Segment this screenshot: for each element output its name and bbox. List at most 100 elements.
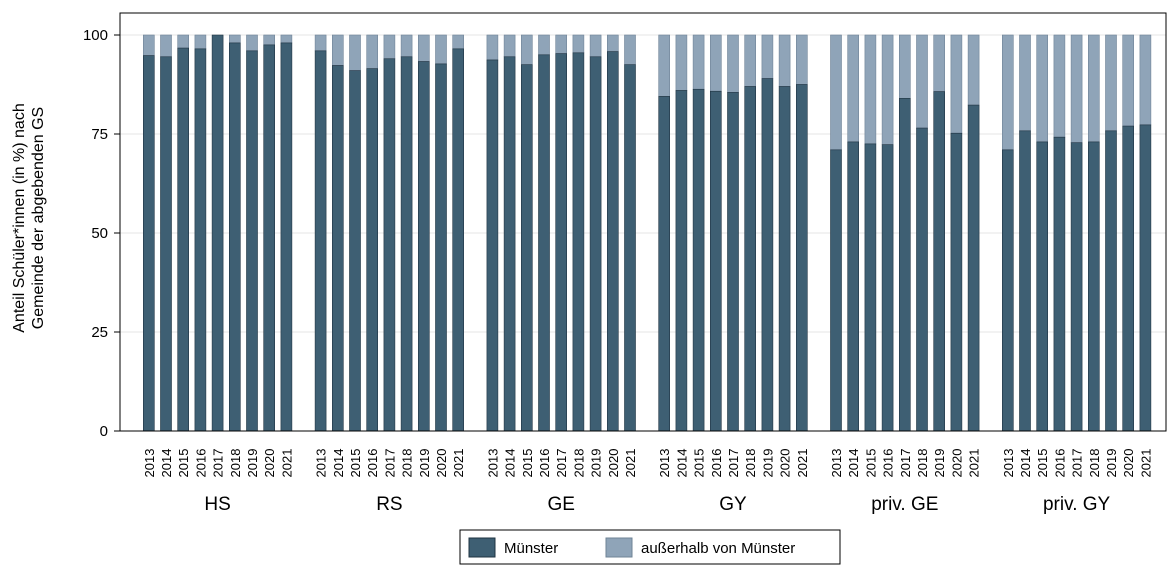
bar-muenster-rs-2021 [452,48,465,432]
bar-ausserhalb-gy-2019 [761,34,774,79]
bar-ausserhalb-gy-2018 [744,34,757,87]
legend-swatch-ausserhalb [605,537,633,558]
x-tick-label: 2019 [1104,449,1119,478]
bar-muenster-priv--ge-2018 [916,127,928,432]
x-tick-label: 2017 [1070,449,1085,478]
bar-ausserhalb-ge-2017 [555,34,568,54]
bar-muenster-priv--gy-2021 [1139,124,1152,432]
bar-muenster-rs-2015 [349,70,361,432]
bar-muenster-priv--ge-2019 [933,91,946,432]
bar-ausserhalb-hs-2020 [263,34,276,46]
x-tick-label: 2018 [400,449,415,478]
bar-ausserhalb-ge-2016 [538,34,550,56]
x-tick-label: 2016 [193,449,208,478]
bar-ausserhalb-hs-2018 [229,34,241,44]
bar-muenster-ge-2019 [589,56,602,432]
x-tick-label: 2015 [348,449,363,478]
x-tick-label: 2014 [159,449,174,478]
x-tick-label: 2019 [932,449,947,478]
x-tick-label: 2019 [760,449,775,478]
bar-muenster-rs-2020 [435,63,447,432]
bar-ausserhalb-ge-2018 [572,34,585,54]
bar-ausserhalb-gy-2016 [709,34,722,92]
x-tick-label: 2013 [657,449,672,478]
legend-label-ausserhalb: außerhalb von Münster [641,540,795,557]
bar-ausserhalb-rs-2015 [349,34,361,71]
x-tick-label: 2020 [949,449,964,478]
x-tick-label: 2014 [503,449,518,478]
group-label: GE [547,494,574,515]
bar-muenster-hs-2020 [263,44,276,432]
bar-ausserhalb-priv--ge-2020 [950,34,963,134]
bar-ausserhalb-priv--gy-2014 [1019,34,1031,132]
bar-ausserhalb-priv--gy-2016 [1053,34,1066,138]
axes: 2013 2014 2015 2016 2017 2018 2019 2020 2021HS20… [83,12,1167,515]
bar-muenster-ge-2016 [538,54,550,432]
bar-ausserhalb-rs-2020 [435,34,447,65]
bar-muenster-rs-2016 [366,68,379,432]
bar-ausserhalb-priv--ge-2017 [898,34,911,99]
bar-muenster-ge-2020 [606,51,619,432]
bar-ausserhalb-priv--ge-2018 [916,34,928,129]
bar-muenster-gy-2014 [675,90,688,432]
x-tick-label: 2018 [1087,449,1102,478]
x-tick-label: 2021 [1138,449,1153,478]
bar-ausserhalb-priv--ge-2013 [830,34,842,151]
bar-ausserhalb-priv--gy-2020 [1122,34,1134,127]
bar-ausserhalb-hs-2019 [246,34,258,52]
x-tick-label: 2015 [1035,449,1050,478]
x-tick-label: 2018 [228,449,243,478]
bar-muenster-priv--gy-2015 [1036,141,1048,432]
y-tick-label: 25 [91,324,108,341]
x-tick-label: 2016 [365,449,380,478]
x-tick-label: 2021 [623,449,638,478]
x-tick-label: 2018 [915,449,930,478]
bar-ausserhalb-ge-2013 [486,34,499,61]
legend-swatch-muenster [468,537,496,558]
bar-ausserhalb-gy-2015 [692,34,705,90]
gridlines [120,34,1166,333]
x-tick-label: 2015 [692,449,707,478]
x-tick-label: 2015 [863,449,878,478]
x-tick-label: 2020 [778,449,793,478]
bar-ausserhalb-rs-2021 [452,34,465,50]
x-tick-label: 2018 [571,449,586,478]
bar-ausserhalb-priv--gy-2017 [1070,34,1083,144]
bar-muenster-rs-2013 [314,50,327,432]
bar-muenster-priv--ge-2021 [967,104,980,432]
x-tick-label: 2018 [743,449,758,478]
bar-ausserhalb-priv--ge-2015 [864,34,877,145]
x-tick-label: 2017 [211,449,226,478]
bar-muenster-hs-2013 [143,55,155,432]
bar-ausserhalb-priv--gy-2021 [1139,34,1152,126]
plot-frame [119,12,1167,432]
bar-ausserhalb-rs-2019 [417,34,430,62]
bar-muenster-gy-2017 [727,92,739,432]
x-tick-label: 2017 [898,449,913,478]
bar-ausserhalb-gy-2014 [675,34,688,91]
bar-muenster-hs-2021 [280,42,293,432]
bar-ausserhalb-ge-2015 [520,34,533,66]
bars [143,34,1152,432]
x-tick-label: 2014 [331,449,346,478]
bar-muenster-ge-2017 [555,53,568,432]
bar-muenster-gy-2016 [709,90,722,432]
x-tick-label: 2016 [881,449,896,478]
x-tick-label: 2013 [1001,449,1016,478]
bar-muenster-priv--ge-2017 [898,98,911,432]
bar-muenster-priv--gy-2016 [1053,136,1066,432]
bar-muenster-hs-2017 [211,34,224,432]
group-label: RS [376,494,402,515]
bar-ausserhalb-hs-2015 [177,34,189,49]
x-tick-label: 2017 [726,449,741,478]
y-tick-label: 50 [91,225,108,242]
bar-ausserhalb-hs-2016 [194,34,207,50]
x-tick-label: 2021 [279,449,294,478]
bar-ausserhalb-rs-2014 [331,34,344,66]
x-tick-label: 2021 [451,449,466,478]
bar-muenster-ge-2013 [486,59,499,432]
bar-ausserhalb-priv--gy-2018 [1088,34,1100,143]
bar-muenster-rs-2019 [417,61,430,432]
bar-muenster-priv--ge-2015 [864,143,877,432]
bar-muenster-hs-2019 [246,50,258,432]
